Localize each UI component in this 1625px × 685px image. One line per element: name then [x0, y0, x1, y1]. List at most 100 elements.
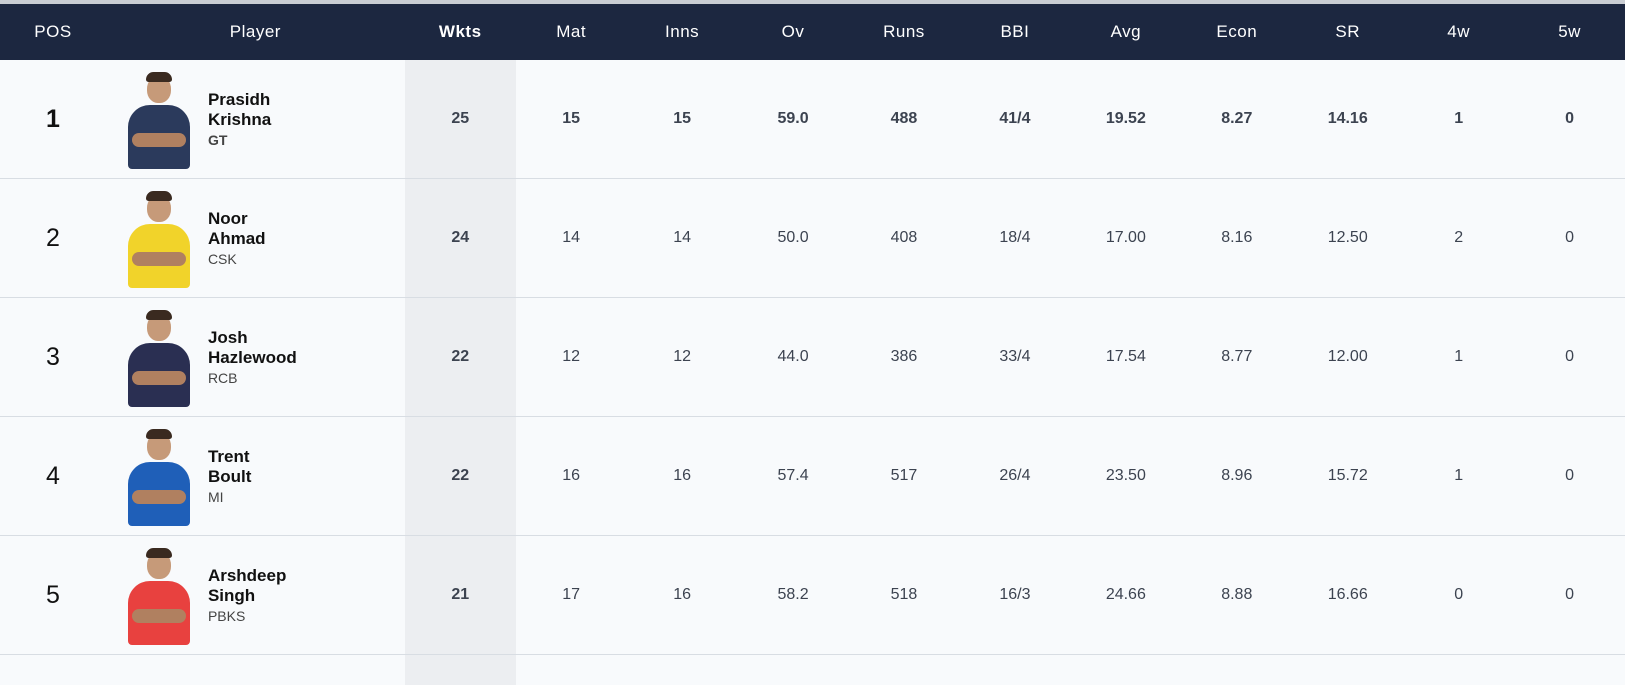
player-last-name[interactable]: Singh — [207, 586, 256, 605]
inns-cell: 16 — [673, 467, 691, 484]
mat-cell: 15 — [562, 110, 581, 127]
header-ov[interactable]: Ov — [781, 22, 805, 41]
mat-cell: 14 — [562, 229, 581, 246]
position-number: 2 — [46, 223, 60, 252]
position-number: 4 — [46, 461, 60, 490]
four-w-cell: 2 — [1454, 229, 1464, 246]
player-cell[interactable]: Prasidh Krishna GT — [106, 60, 405, 178]
avg-cell: 17.00 — [1105, 229, 1146, 246]
four-w-cell: 1 — [1454, 467, 1464, 484]
five-w-cell: 0 — [1565, 110, 1575, 127]
player-arms — [131, 371, 186, 385]
table-row[interactable]: 3 Josh Hazlewood RCB 22 12 12 44.0 386 33/4 17… — [0, 298, 1625, 417]
sr-cell: 12.50 — [1327, 229, 1368, 246]
wkts-cell: 25 — [404, 60, 516, 178]
player-photo — [124, 426, 194, 526]
player-hair — [145, 191, 172, 201]
header-pos[interactable]: POS — [34, 22, 72, 41]
table-row[interactable]: 2 Noor Ahmad CSK 24 14 14 50.0 408 18/4 17.00 8… — [0, 179, 1625, 298]
bbi-cell: 33/4 — [999, 348, 1031, 365]
ov-cell: 50.0 — [777, 229, 809, 246]
header-4w[interactable]: 4w — [1447, 22, 1471, 41]
header-player[interactable]: Player — [229, 22, 281, 41]
player-name-block: Prasidh Krishna GT — [208, 90, 271, 148]
header-econ[interactable]: Econ — [1216, 22, 1258, 41]
bbi-cell: 18/4 — [999, 229, 1031, 246]
header-runs[interactable]: Runs — [883, 22, 925, 41]
sr-cell: 16.66 — [1327, 586, 1368, 603]
econ-cell: 8.16 — [1221, 229, 1253, 246]
table-row[interactable]: 4 Trent Boult MI 22 16 16 57.4 517 26/4 23.50 8… — [0, 417, 1625, 536]
player-name-block: Noor Ahmad CSK — [208, 209, 266, 267]
bbi-cell: 26/4 — [999, 467, 1031, 484]
partial-player — [106, 655, 405, 685]
position-number: 5 — [46, 580, 60, 609]
player-first-name[interactable]: Prasidh — [207, 90, 271, 109]
ov-cell: 58.2 — [777, 586, 809, 603]
four-w-cell: 1 — [1454, 348, 1464, 365]
inns-cell: 12 — [673, 348, 691, 365]
header-avg[interactable]: Avg — [1110, 22, 1142, 41]
player-hair — [145, 72, 172, 82]
econ-cell: 8.27 — [1221, 110, 1253, 127]
wkts-cell: 22 — [404, 298, 516, 416]
wkts-cell: 21 — [404, 536, 516, 654]
avg-cell: 24.66 — [1105, 586, 1146, 603]
player-hair — [145, 548, 172, 558]
runs-cell: 488 — [890, 110, 918, 127]
table-header: POS Player Wkts Mat Inns Ov Runs BBI Avg… — [0, 4, 1625, 60]
player-first-name[interactable]: Trent — [207, 447, 250, 466]
header-bbi[interactable]: BBI — [1000, 22, 1030, 41]
sr-cell: 12.00 — [1327, 348, 1368, 365]
player-team: CSK — [207, 251, 237, 267]
player-photo — [124, 307, 194, 407]
player-last-name[interactable]: Krishna — [207, 110, 272, 129]
runs-cell: 386 — [890, 348, 918, 365]
table-row-partial — [0, 655, 1625, 685]
runs-cell: 517 — [890, 467, 918, 484]
econ-cell: 8.88 — [1221, 586, 1253, 603]
header-mat[interactable]: Mat — [556, 22, 587, 41]
player-arms — [131, 609, 186, 623]
player-cell[interactable]: Trent Boult MI — [106, 417, 405, 535]
ov-cell: 57.4 — [777, 467, 809, 484]
player-first-name[interactable]: Josh — [207, 328, 248, 347]
mat-cell: 16 — [562, 467, 581, 484]
table-row[interactable]: 5 Arshdeep Singh PBKS 21 17 16 58.2 518 16/3 2… — [0, 536, 1625, 655]
header-wkts[interactable]: Wkts — [438, 22, 482, 41]
player-first-name[interactable]: Noor — [207, 209, 248, 228]
player-last-name[interactable]: Hazlewood — [207, 348, 297, 367]
sr-cell: 15.72 — [1327, 467, 1368, 484]
player-last-name[interactable]: Boult — [207, 467, 252, 486]
four-w-cell: 1 — [1454, 110, 1464, 127]
five-w-cell: 0 — [1565, 348, 1575, 365]
player-cell[interactable]: Noor Ahmad CSK — [106, 179, 405, 297]
header-inns[interactable]: Inns — [665, 22, 700, 41]
player-hair — [145, 310, 172, 320]
position-number: 1 — [46, 104, 60, 133]
player-first-name[interactable]: Arshdeep — [207, 566, 287, 585]
player-name-block: Trent Boult MI — [208, 447, 251, 505]
bbi-cell: 41/4 — [999, 110, 1031, 127]
mat-cell: 12 — [562, 348, 581, 365]
position-cell: 2 — [0, 224, 106, 253]
player-cell[interactable]: Josh Hazlewood RCB — [106, 298, 405, 416]
player-cell[interactable]: Arshdeep Singh PBKS — [106, 536, 405, 654]
player-hair — [145, 429, 172, 439]
wkts-cell: 24 — [404, 179, 516, 297]
table-row[interactable]: 1 Prasidh Krishna GT 25 15 15 59.0 488 41/4 19… — [0, 60, 1625, 179]
header-sr[interactable]: SR — [1335, 22, 1361, 41]
player-photo — [124, 188, 194, 288]
four-w-cell: 0 — [1454, 586, 1464, 603]
player-arms — [131, 490, 186, 504]
position-number: 3 — [46, 342, 60, 371]
five-w-cell: 0 — [1565, 229, 1575, 246]
player-name-block: Arshdeep Singh PBKS — [208, 566, 286, 624]
top-border — [0, 0, 1625, 4]
header-5w[interactable]: 5w — [1558, 22, 1581, 41]
inns-cell: 16 — [673, 586, 691, 603]
econ-cell: 8.77 — [1221, 348, 1253, 365]
player-team: RCB — [207, 370, 238, 386]
bbi-cell: 16/3 — [999, 586, 1031, 603]
player-last-name[interactable]: Ahmad — [207, 229, 266, 248]
